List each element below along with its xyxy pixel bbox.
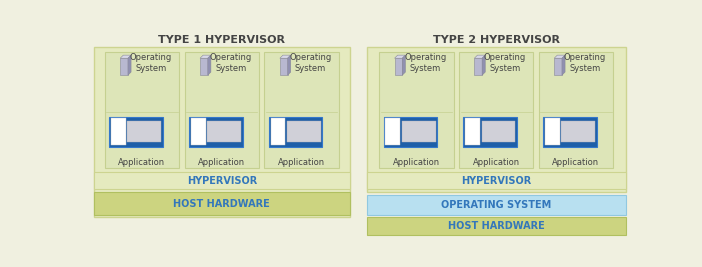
Bar: [366, 48, 625, 192]
Text: Operating
System: Operating System: [130, 53, 172, 73]
Text: OPERATING SYSTEM: OPERATING SYSTEM: [441, 199, 551, 210]
Text: Application: Application: [119, 158, 166, 167]
Polygon shape: [280, 55, 291, 58]
Text: HYPERVISOR: HYPERVISOR: [187, 176, 257, 186]
Polygon shape: [200, 55, 211, 58]
Polygon shape: [475, 55, 485, 58]
Text: Application: Application: [278, 158, 325, 167]
Bar: [287, 121, 321, 142]
Bar: [385, 118, 400, 145]
Text: Operating
System: Operating System: [404, 53, 446, 73]
Bar: [366, 217, 625, 235]
Bar: [127, 121, 161, 142]
Polygon shape: [128, 55, 131, 75]
Bar: [120, 58, 128, 75]
Bar: [554, 58, 562, 75]
Bar: [200, 58, 208, 75]
Bar: [539, 52, 614, 168]
Text: TYPE 2 HYPERVISOR: TYPE 2 HYPERVISOR: [432, 35, 559, 45]
Bar: [465, 118, 480, 145]
Bar: [395, 58, 402, 75]
Text: Application: Application: [552, 158, 600, 167]
Bar: [189, 116, 243, 147]
Bar: [94, 192, 350, 215]
Text: HOST HARDWARE: HOST HARDWARE: [448, 221, 545, 231]
Text: Application: Application: [393, 158, 440, 167]
Polygon shape: [395, 55, 406, 58]
Bar: [366, 172, 625, 189]
Polygon shape: [562, 55, 565, 75]
Bar: [459, 52, 534, 168]
Polygon shape: [120, 55, 131, 58]
Bar: [402, 121, 435, 142]
Bar: [94, 48, 350, 217]
Text: Application: Application: [472, 158, 519, 167]
Bar: [270, 118, 286, 145]
Bar: [94, 172, 350, 189]
Bar: [379, 52, 453, 168]
Bar: [191, 118, 206, 145]
Bar: [543, 116, 597, 147]
Polygon shape: [288, 55, 291, 75]
Text: Application: Application: [198, 158, 246, 167]
Text: Operating
System: Operating System: [210, 53, 252, 73]
Text: Operating
System: Operating System: [289, 53, 332, 73]
Bar: [185, 52, 259, 168]
Bar: [475, 58, 482, 75]
Bar: [269, 116, 322, 147]
Bar: [562, 121, 595, 142]
Polygon shape: [482, 55, 485, 75]
Bar: [280, 58, 288, 75]
Text: Operating
System: Operating System: [484, 53, 526, 73]
Polygon shape: [402, 55, 406, 75]
Bar: [384, 116, 437, 147]
Polygon shape: [554, 55, 565, 58]
Bar: [111, 118, 126, 145]
Bar: [110, 116, 163, 147]
Text: HOST HARDWARE: HOST HARDWARE: [173, 199, 270, 209]
Polygon shape: [208, 55, 211, 75]
Bar: [207, 121, 241, 142]
Bar: [105, 52, 179, 168]
Bar: [482, 121, 515, 142]
Text: HYPERVISOR: HYPERVISOR: [461, 176, 531, 186]
Bar: [366, 195, 625, 214]
Bar: [265, 52, 339, 168]
Bar: [545, 118, 559, 145]
Bar: [463, 116, 517, 147]
Text: TYPE 1 HYPERVISOR: TYPE 1 HYPERVISOR: [159, 35, 285, 45]
Text: Operating
System: Operating System: [564, 53, 606, 73]
